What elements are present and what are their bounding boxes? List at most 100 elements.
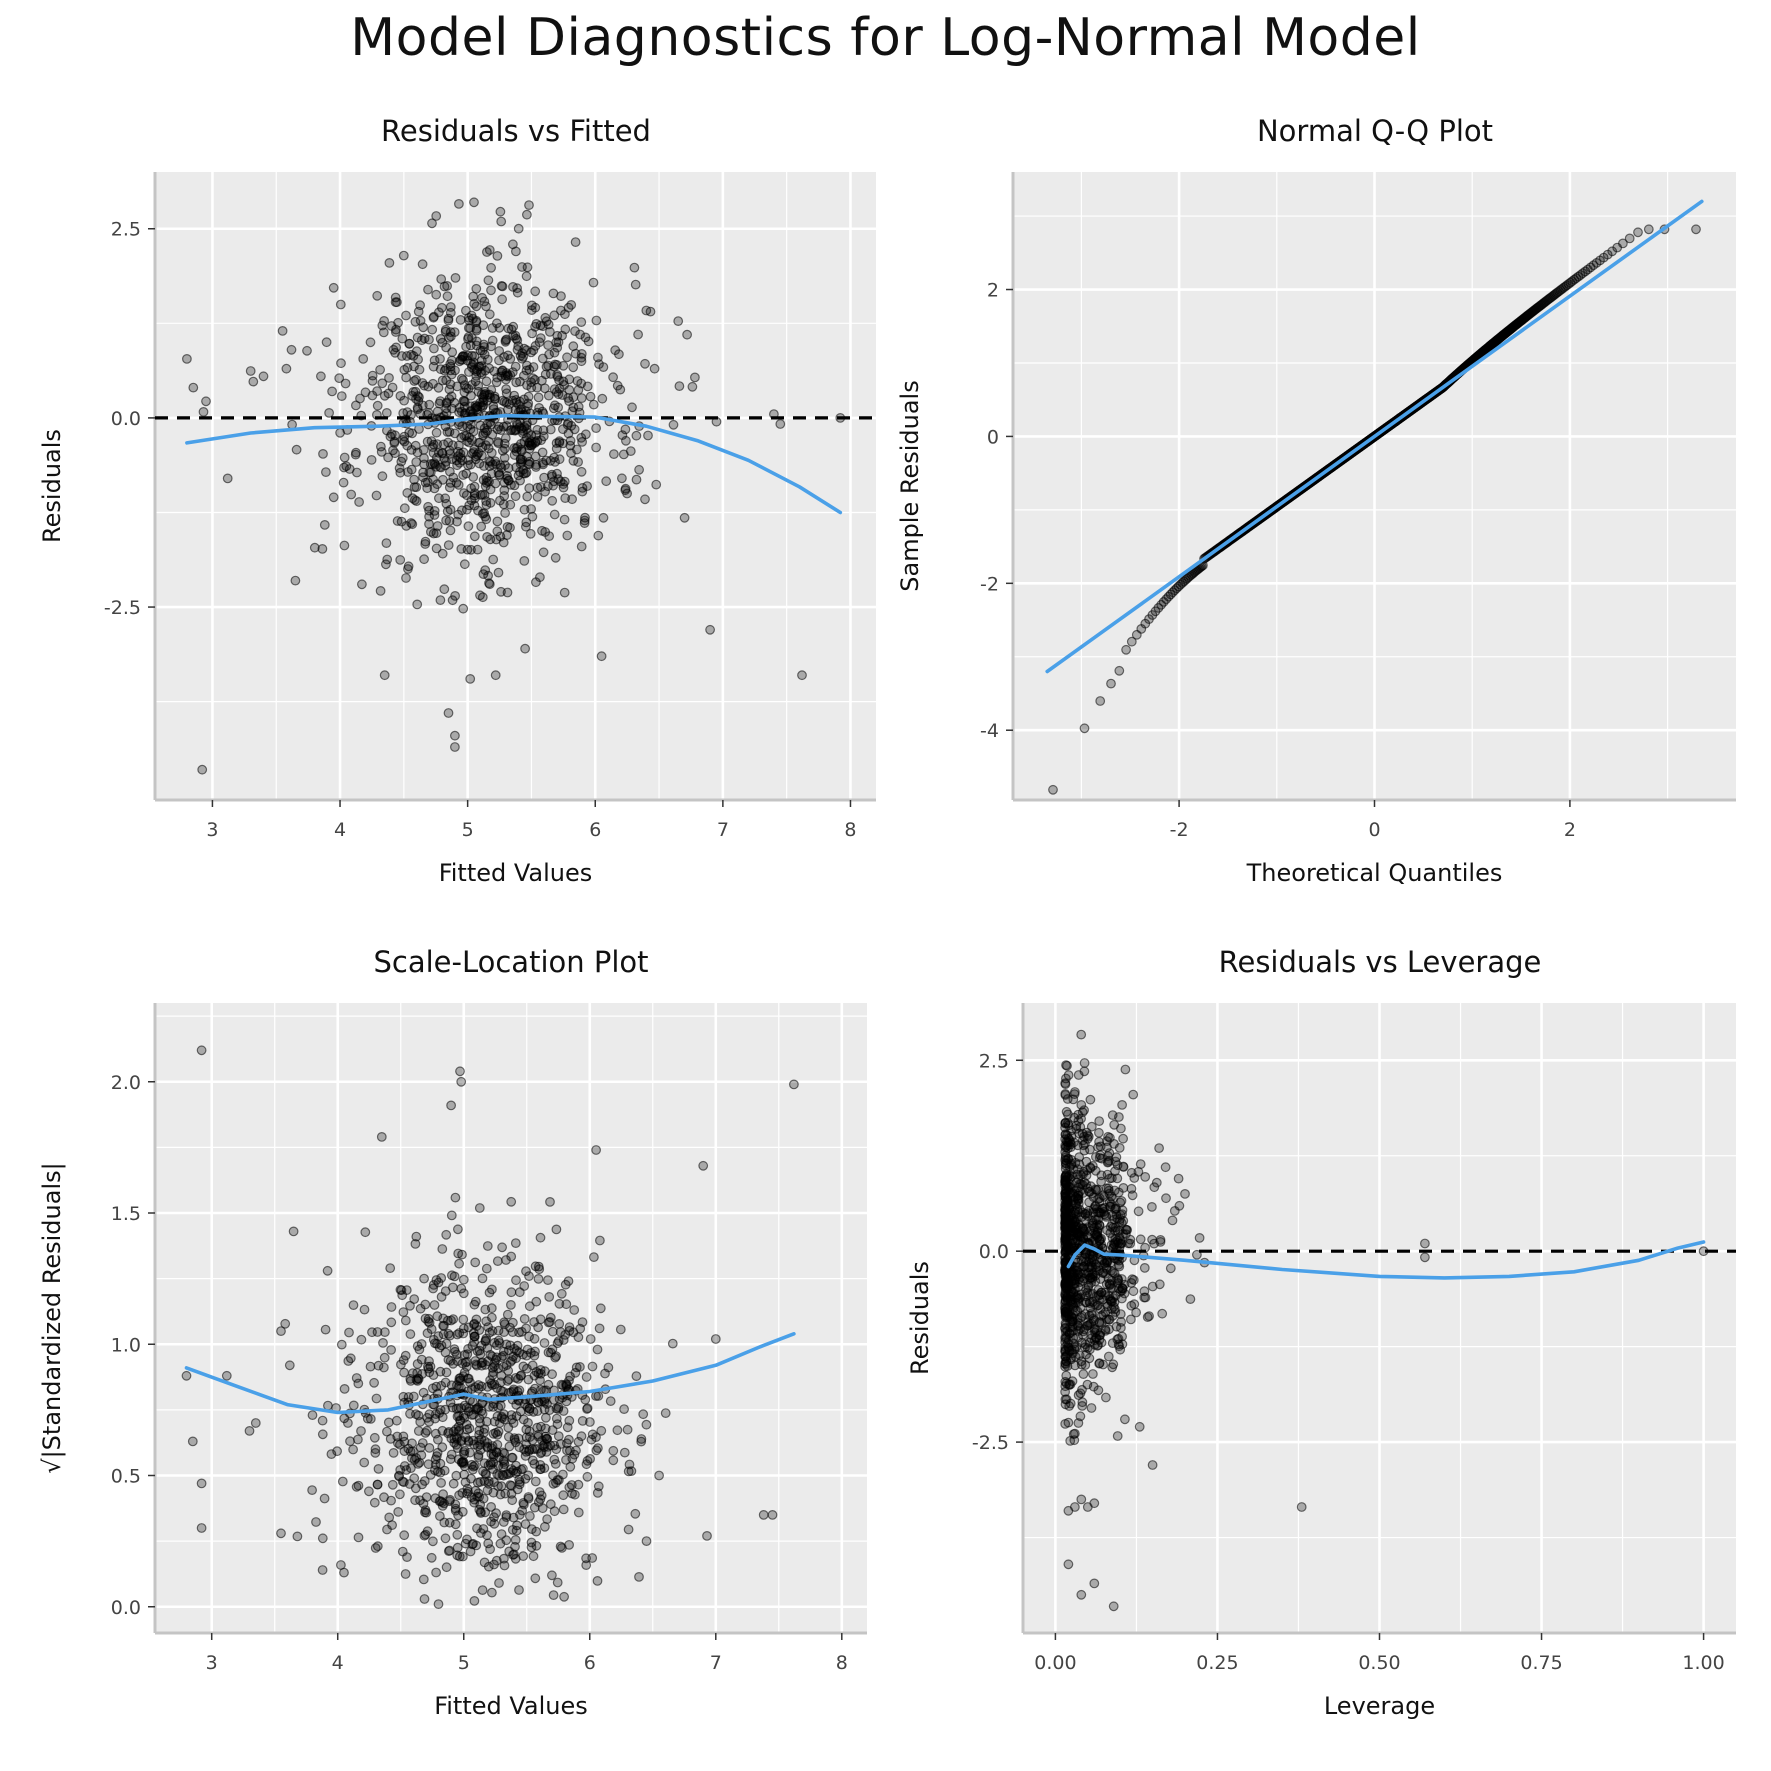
data-point [480,481,491,492]
data-point [589,1252,599,1262]
data-point [531,577,541,588]
data-point [442,291,453,302]
data-point [543,390,554,401]
y-tick-label: -4 [980,720,999,742]
data-point [535,333,546,344]
data-point [281,363,292,374]
data-point [393,1506,404,1517]
data-point [484,1327,495,1338]
data-point [1079,1058,1090,1068]
data-point [1085,1094,1096,1105]
data-point [520,643,530,654]
data-point [450,273,461,283]
data-point [477,1585,488,1595]
data-point [513,223,524,234]
data-point [429,510,440,520]
data-point [1095,696,1106,706]
data-point [1082,1165,1092,1176]
data-point [525,1511,535,1521]
data-point [493,567,504,578]
data-point [409,1294,420,1304]
data-point [571,1445,581,1456]
data-point [1102,1255,1113,1266]
data-point [1086,1403,1097,1413]
data-point [469,1318,480,1329]
data-point [521,345,532,356]
data-point [797,670,807,681]
data-point [508,1384,519,1395]
data-point [484,461,495,472]
data-point [1121,644,1131,655]
data-point [454,356,465,367]
data-point [188,382,199,393]
data-point [549,452,559,463]
data-point [339,1383,350,1394]
data-point [420,1299,431,1310]
data-point [327,386,338,397]
data-point [409,474,420,485]
data-point [1062,1238,1073,1249]
data-point [674,381,685,392]
data-point [506,1287,517,1298]
data-point [633,329,643,340]
data-point [390,430,401,441]
data-point [1114,665,1125,676]
data-point [547,469,557,480]
data-point [1077,1397,1088,1408]
data-point [290,575,301,586]
data-point [458,470,469,480]
data-point [450,1505,461,1516]
data-point [483,1538,494,1549]
data-point [1071,1199,1081,1210]
data-point [379,1352,390,1363]
data-point [511,377,522,388]
data-point [608,372,618,383]
data-point [558,360,569,371]
data-point [370,1447,381,1458]
data-point [1098,1359,1108,1370]
data-point [530,1476,541,1487]
data-point [396,1359,406,1370]
data-point [1169,1205,1180,1216]
data-point [375,364,386,375]
data-point [1061,1158,1072,1169]
data-point [453,509,464,520]
data-point [196,1523,207,1533]
data-point [486,262,497,273]
data-point [326,1449,337,1459]
y-tick-label: -2.5 [972,1432,1009,1454]
data-point [597,393,608,404]
data-point [603,1362,614,1373]
data-point [450,1519,461,1530]
data-point [468,1461,479,1472]
data-point [201,396,211,407]
data-point [416,1339,427,1349]
data-point [441,1562,452,1573]
data-point [465,1546,476,1557]
data-point [337,1476,348,1487]
data-point [580,332,591,343]
data-point [1080,1215,1091,1226]
data-point [431,543,442,554]
data-point [576,349,587,359]
data-point [559,514,570,525]
data-point [529,1333,540,1344]
data-point [636,1436,647,1447]
data-point [395,391,406,401]
data-point [469,531,480,542]
data-point [384,373,394,383]
data-point [457,1506,468,1517]
data-point [454,198,464,209]
data-point [563,428,574,439]
x-tick-label: 7 [717,819,729,841]
x-tick-label: 3 [206,819,218,841]
data-point [506,1251,517,1262]
data-point [451,1432,462,1442]
data-point [388,1447,399,1458]
data-point [344,1327,354,1338]
panel-title: Residuals vs Leverage [1219,945,1542,979]
data-point [502,1309,513,1320]
data-point [1155,1234,1166,1245]
data-point [438,474,448,485]
data-point [380,1327,390,1337]
